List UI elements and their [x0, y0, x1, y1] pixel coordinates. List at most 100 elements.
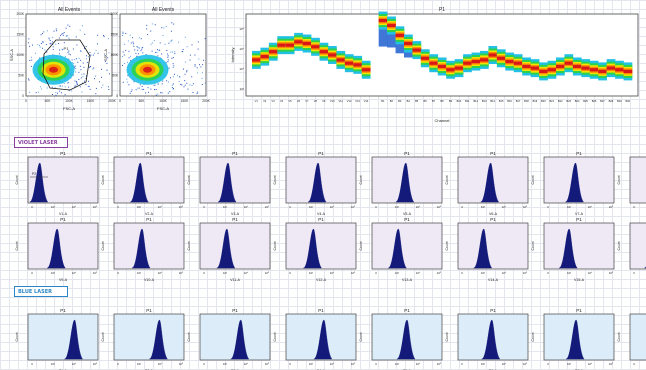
channel-tick-label: B16	[507, 99, 512, 103]
event-dot	[72, 48, 74, 50]
event-dot	[85, 58, 87, 60]
plot-frame	[27, 313, 99, 361]
intensity-band	[336, 58, 346, 62]
event-dot	[58, 85, 60, 87]
channel-tick-label: V9	[322, 99, 326, 103]
blue-laser-label: BLUE LASER	[14, 286, 68, 297]
y-axis-label: Intensity	[230, 48, 235, 63]
event-dot	[134, 49, 136, 51]
event-dot	[153, 39, 155, 41]
x-tick-label: 10³	[309, 205, 313, 209]
channel-column: B13	[480, 50, 489, 103]
event-dot	[90, 54, 92, 56]
histogram-peak	[230, 319, 250, 360]
event-dot	[103, 35, 105, 36]
event-dot	[72, 74, 74, 76]
event-dot	[136, 46, 138, 48]
event-dot	[147, 34, 149, 36]
y-axis-label: Count	[359, 175, 363, 184]
event-dot	[135, 89, 137, 91]
violet-laser-label: VIOLET LASER	[14, 137, 68, 148]
histogram-peak	[481, 319, 501, 360]
event-dot	[95, 93, 97, 95]
plot-title: P1	[60, 308, 66, 313]
y-tick-label: 0	[22, 94, 24, 98]
event-dot	[154, 89, 155, 91]
event-dot	[167, 92, 169, 94]
channel-tick-label: B29	[617, 99, 622, 103]
histogram-panel: P1 V15-A Count 0 10³ 10⁴ 10⁵	[531, 217, 615, 282]
histogram-panel: P1 V14-A Count 0 10³ 10⁴ 10⁵	[445, 217, 529, 282]
event-dot	[183, 68, 184, 70]
event-dot	[74, 66, 76, 68]
y-tick-label: 100K	[111, 53, 119, 57]
intensity-band	[404, 41, 413, 46]
event-dot	[128, 50, 130, 52]
gate-polygon[interactable]	[42, 39, 91, 91]
y-tick-label: 150K	[17, 33, 25, 37]
x-tick-label: 10³	[51, 205, 55, 209]
event-dot	[62, 34, 64, 36]
event-dot	[46, 87, 48, 89]
event-dot	[172, 67, 174, 68]
event-dot	[167, 56, 169, 58]
event-dot	[136, 55, 138, 57]
event-dot	[122, 51, 124, 53]
event-dot	[73, 63, 75, 65]
channel-column: B23	[564, 54, 574, 103]
plot-title: P1	[576, 308, 582, 313]
event-dot	[180, 83, 182, 85]
x-tick-label: 10⁵	[179, 271, 183, 275]
intensity-band	[311, 45, 320, 49]
event-dot	[64, 94, 66, 96]
y-tick-label: 100K	[17, 53, 25, 57]
channel-column: B30	[623, 62, 633, 103]
event-dot	[42, 33, 43, 35]
event-dot	[150, 43, 152, 45]
event-dot	[108, 38, 109, 40]
plot-title: P1	[439, 7, 445, 13]
event-dot	[194, 54, 196, 56]
event-dot	[60, 34, 61, 36]
y-axis-label: SSC-A	[9, 49, 14, 62]
channel-column: B6	[420, 49, 430, 103]
event-dot	[46, 51, 48, 53]
event-dot	[159, 57, 161, 59]
x-tick-label: 0	[203, 271, 205, 275]
x-tick-label: 10³	[481, 205, 485, 209]
y-axis-label: Count	[617, 241, 621, 250]
intensity-band	[446, 68, 455, 72]
histogram-peak	[130, 162, 149, 203]
event-dot	[161, 53, 163, 55]
event-dot	[179, 76, 181, 78]
event-dot	[55, 92, 57, 94]
event-dot	[197, 72, 199, 74]
intensity-band	[615, 68, 624, 72]
x-tick-label: 10³	[481, 362, 485, 366]
channel-column: B19	[530, 59, 540, 103]
channel-tick-label: B21	[549, 99, 554, 103]
histogram-panel: P1 V11-A Count 0 10³ 10⁴ 10⁵	[187, 217, 271, 282]
x-tick-label: 0	[117, 362, 119, 366]
x-tick-label: 10⁴	[244, 271, 249, 275]
event-dot	[63, 42, 65, 44]
x-tick-label: 0	[31, 362, 33, 366]
event-dot	[154, 24, 156, 26]
x-tick-label: 10⁴	[72, 271, 77, 275]
spectral-segment: B1 B2 B3 B4 B5 B6 B7 B8 B9 B10 B11 B12 B13 B14 B15 B16 B…	[378, 11, 633, 103]
event-dot	[83, 73, 85, 75]
intensity-band	[412, 48, 422, 52]
event-dot	[95, 75, 96, 77]
event-dot	[159, 42, 161, 44]
intensity-band	[387, 25, 396, 48]
gate-label: P1	[64, 46, 70, 51]
histogram-peak	[131, 228, 151, 269]
event-dot	[39, 46, 41, 48]
event-dot	[68, 90, 70, 92]
event-dot	[140, 50, 142, 52]
y-tick-label: 50K	[112, 74, 119, 78]
event-dot	[191, 44, 193, 46]
channel-column: B9	[446, 60, 455, 103]
